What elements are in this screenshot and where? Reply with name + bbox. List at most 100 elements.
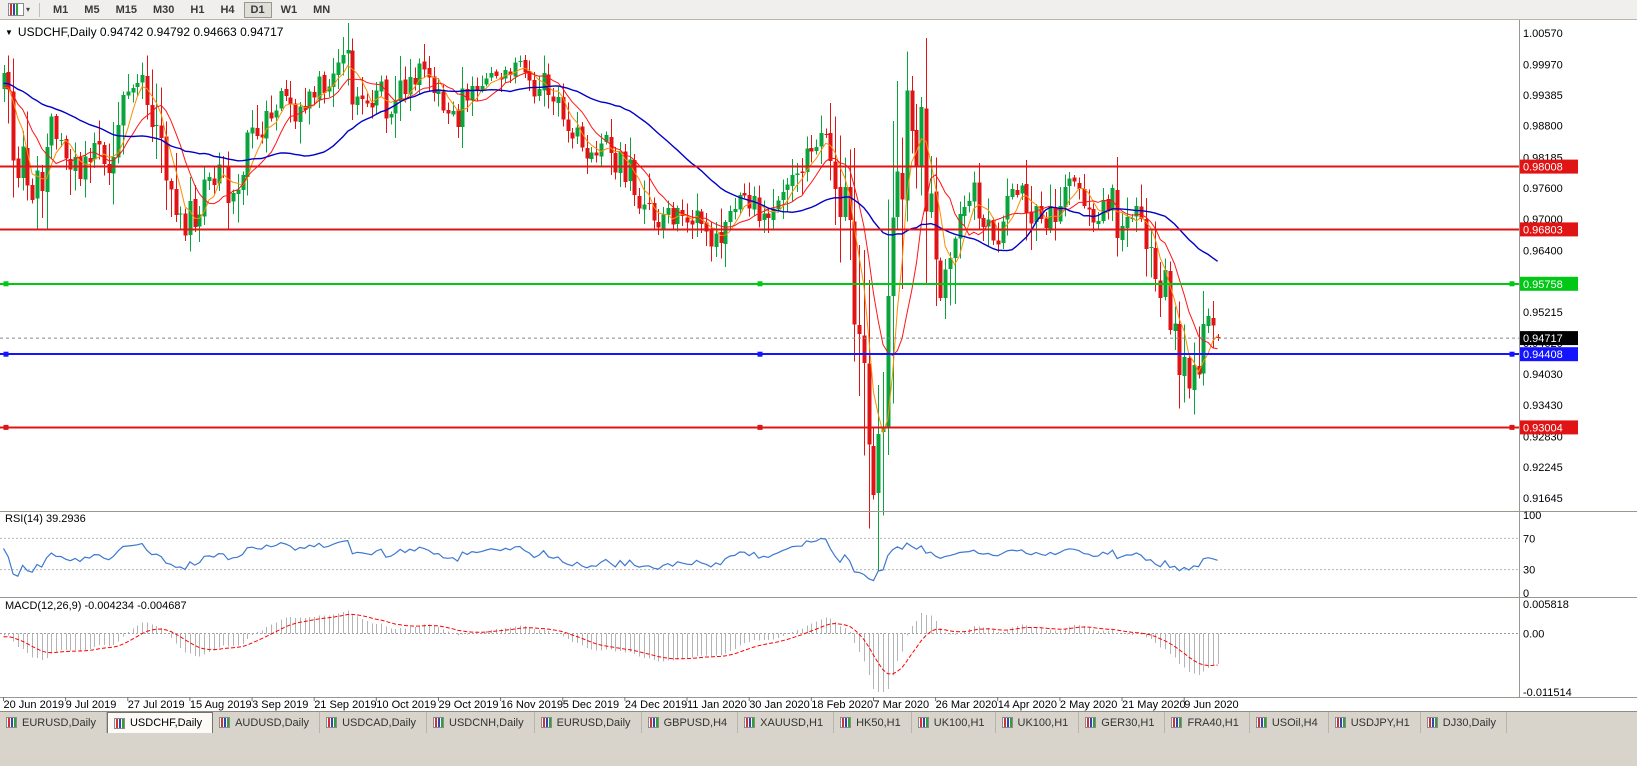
chart-tab-label: UK100,H1 [933,716,985,729]
chart-tab-icon [647,717,659,728]
macd-signal-line [3,613,1218,675]
rsi-label: RSI(14) 39.2936 [5,513,86,525]
chart-tab-icon [1001,717,1013,728]
line-handle[interactable] [1509,281,1515,287]
chart-tab-usdcnh-daily[interactable]: USDCNH,Daily [427,712,535,733]
chart-tab-label: AUDUSD,Daily [235,716,310,729]
chart-tab-eurusd-daily[interactable]: EURUSD,Daily [0,712,107,733]
price-axis-tick: 0.92245 [1523,462,1563,474]
date-label: 9 Jun 2020 [1184,699,1238,711]
price-level-label-box [1520,222,1578,237]
chart-tab-label: EURUSD,Daily [22,716,96,729]
chart-tab-icon [540,717,552,728]
rsi-line [2,537,1218,582]
timeframe-m5[interactable]: M5 [84,3,100,16]
date-label: 30 Jan 2020 [749,699,810,711]
price-level-label-box [1520,276,1578,291]
line-handle[interactable] [1509,351,1515,357]
chart-title-overlay: ▼ USDCHF,Daily 0.94742 0.94792 0.94663 0… [5,25,283,39]
price-level-label-box [1520,159,1578,174]
price-axis-tick: 0.94030 [1523,369,1563,381]
timeframe-m1[interactable]: M1 [53,3,69,16]
timeframe-d1[interactable]: D1 [243,1,272,18]
chart-tab-icon [840,717,852,728]
price-axis-tick: 0.93430 [1523,400,1563,412]
price-level-label: 0.93004 [1523,422,1563,434]
chart-type-selector[interactable]: ▾ [4,3,34,16]
line-handle[interactable] [1509,424,1515,430]
line-handle[interactable] [3,424,9,430]
chart-tab-label: USDCHF,Daily [129,717,203,729]
date-label: 7 Mar 2020 [874,699,930,711]
chart-tab-label: GER30,H1 [1101,716,1155,729]
macd-pane: 0.005818 0.00 -0.011514 [0,599,1572,699]
timeframe-h4[interactable]: H4 [220,3,235,16]
chart-tab-label: UK100,H1 [1017,716,1069,729]
chart-tab-usoil-h4[interactable]: USOil,H4 [1250,712,1329,733]
timeframe-m30[interactable]: M30 [152,3,175,16]
date-label: 3 Sep 2019 [252,699,308,711]
rsi-axis-label: 30 [1523,565,1535,577]
price-axis-tick: 0.99385 [1523,90,1563,102]
price-axis-tick: 0.91645 [1523,493,1563,505]
chart-tab-uk100-h1[interactable]: UK100,H1 [996,712,1080,733]
current-price-label: 0.94717 [1523,333,1563,345]
chart-tab-gbpusd-h4[interactable]: GBPUSD,H4 [642,712,739,733]
timeframe-h1[interactable]: H1 [190,3,205,16]
candle-wicks-up [4,22,1209,571]
chart-tab-icon [1085,717,1097,728]
chart-tab-dj30-daily[interactable]: DJ30,Daily [1421,712,1507,733]
line-handle[interactable] [757,351,763,357]
date-label: 24 Dec 2019 [625,699,687,711]
chart-tab-label: EURUSD,Daily [556,716,631,729]
chart-tab-icon [917,717,929,728]
rsi-axis-label: 100 [1523,510,1541,522]
price-level-label-box [1520,347,1578,362]
price-axis-tick: 1.00570 [1523,28,1563,40]
dropdown-caret-icon: ▾ [26,5,31,14]
chart-tab-label: GBPUSD,H4 [663,716,728,729]
line-handle[interactable] [3,281,9,287]
chart-tab-icon [433,717,445,728]
candle-bodies-down [6,50,1221,495]
price-axis-tick: 0.99970 [1523,59,1563,71]
chart-tab-audusd-daily[interactable]: AUDUSD,Daily [213,712,321,733]
chart-tab-label: FRA40,H1 [1187,716,1239,729]
macd-axis-label: 0.00 [1523,629,1544,641]
chart-tab-fra40-h1[interactable]: FRA40,H1 [1165,712,1250,733]
ma-mid-line [3,72,1218,357]
chart-tab-usdchf-daily[interactable]: USDCHF,Daily [106,712,214,733]
line-handle[interactable] [757,281,763,287]
price-level-label: 0.94408 [1523,349,1563,361]
date-label: 21 Sep 2019 [314,699,376,711]
price-axis-tick: 0.92830 [1523,432,1563,444]
chart-tab-label: USDCAD,Daily [342,716,417,729]
collapse-triangle-icon[interactable]: ▼ [5,27,13,37]
chart-tab-usdjpy-h1[interactable]: USDJPY,H1 [1329,712,1421,733]
chart-tab-icon [1171,717,1183,728]
price-level-label: 0.98008 [1523,162,1563,174]
chart-tab-uk100-h1[interactable]: UK100,H1 [912,712,996,733]
price-axis-tick: 0.97600 [1523,183,1563,195]
date-label: 27 Jul 2019 [128,699,185,711]
timeframe-mn[interactable]: MN [313,3,331,16]
top-toolbar: ▾ M1 M5 M15 M30 H1 H4 D1 W1 MN [0,0,1637,20]
chart-tab-icon [326,717,338,728]
chart-tab-hk50-h1[interactable]: HK50,H1 [834,712,912,733]
timeframe-w1[interactable]: W1 [280,3,298,16]
price-level-label: 0.95758 [1523,279,1563,291]
date-label: 5 Dec 2019 [563,699,619,711]
chart-tab-usdcad-daily[interactable]: USDCAD,Daily [320,712,428,733]
chart-tab-label: DJ30,Daily [1442,716,1496,729]
chart-tab-ger30-h1[interactable]: GER30,H1 [1079,712,1166,733]
candlestick-chart-icon [8,3,24,16]
line-handle[interactable] [757,424,763,430]
toolbar-separator [39,2,41,17]
chart-tab-eurusd-daily[interactable]: EURUSD,Daily [535,712,642,733]
chart-tab-xauusd-h1[interactable]: XAUUSD,H1 [738,712,835,733]
rsi-axis-label: 70 [1523,533,1535,545]
line-handle[interactable] [3,351,9,357]
price-axis-tick: 0.96400 [1523,245,1563,257]
timeframe-m15[interactable]: M15 [115,3,137,16]
current-price-label-box [1520,331,1578,346]
